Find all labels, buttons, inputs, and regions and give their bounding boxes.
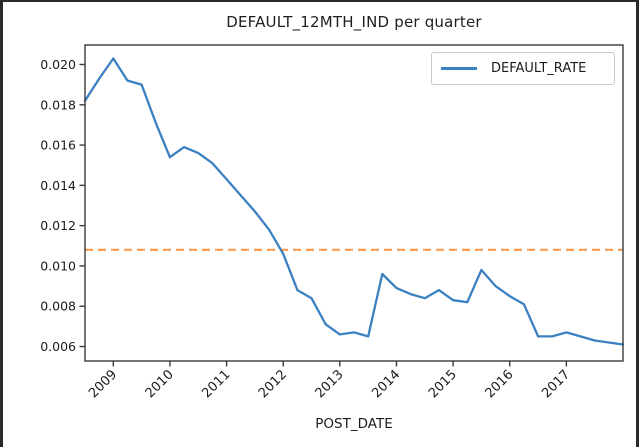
chart-canvas: 0.020 0.018 0.016 0.014 0.012 0.010 0.008 0.006… (40, 44, 625, 401)
y-tick-label: 0.006 (40, 339, 76, 354)
chart-title: DEFAULT_12MTH_IND per quarter (226, 13, 482, 31)
x-axis-label: POST_DATE (315, 416, 393, 432)
legend-label: DEFAULT_RATE (491, 61, 587, 76)
y-tick-label: 0.008 (40, 299, 76, 314)
x-tick-label: 2014 (369, 367, 403, 401)
x-tick-label: 2010 (143, 367, 177, 401)
default-rate-line (83, 57, 625, 346)
y-tick-label: 0.018 (40, 97, 76, 112)
x-tick-label: 2012 (256, 367, 290, 401)
y-tick-label: 0.010 (40, 258, 76, 273)
x-tick-label: 2009 (86, 367, 120, 401)
x-tick-label: 2015 (426, 367, 460, 401)
y-tick-label: 0.012 (40, 218, 76, 233)
x-tick-label: 2011 (199, 367, 233, 401)
legend-box: DEFAULT_RATE (431, 52, 615, 85)
y-tick-label: 0.014 (40, 178, 76, 193)
x-tick-label: 2017 (539, 367, 573, 401)
x-tick-label: 2013 (313, 367, 347, 401)
x-tick-label: 2016 (483, 367, 517, 401)
legend-line-swatch (441, 67, 477, 70)
y-tick-label: 0.016 (40, 138, 76, 153)
y-tick-label: 0.020 (40, 57, 76, 72)
plot-border (84, 44, 624, 362)
